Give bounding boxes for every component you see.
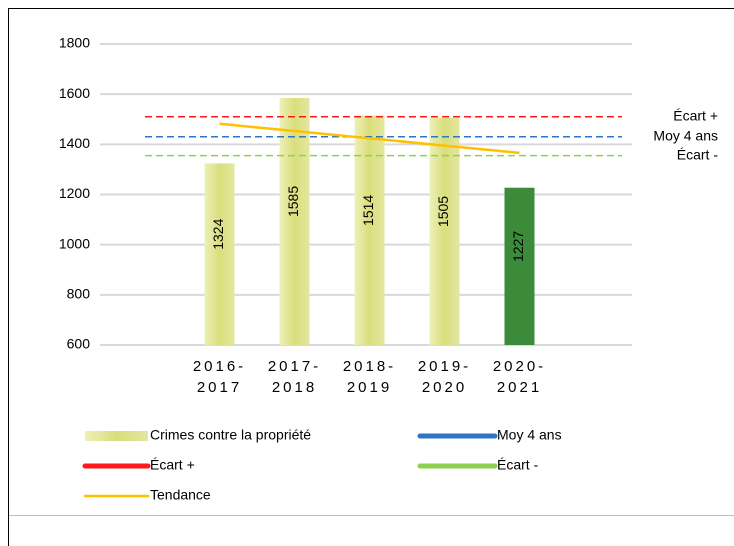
reference-label: Écart +	[673, 107, 718, 123]
bar	[429, 117, 460, 345]
x-tick-label: 2018-2019	[342, 358, 397, 396]
x-tick-label: 2017-2018	[267, 358, 322, 396]
x-tick-label: 2020-2021	[492, 358, 547, 396]
data-label: 1585	[285, 186, 301, 217]
bar	[279, 97, 310, 345]
trend-line	[219, 122, 520, 155]
legend-label: Moy 4 ans	[497, 427, 562, 443]
y-tick-label: 1800	[59, 35, 90, 51]
x-tick-label: 2019-2020	[417, 358, 472, 396]
y-tick-label: 1600	[59, 85, 90, 101]
data-label: 1514	[360, 195, 376, 226]
bar	[354, 115, 385, 345]
y-tick-label: 600	[67, 336, 91, 352]
y-tick-label: 1400	[59, 135, 90, 151]
bar	[504, 187, 535, 345]
legend-label: Écart +	[150, 457, 195, 473]
x-tick-label: 2016-2017	[192, 358, 247, 396]
y-tick-label: 1200	[59, 185, 90, 201]
reference-label: Moy 4 ans	[653, 128, 718, 144]
data-label: 1505	[435, 196, 451, 227]
data-label: 1227	[510, 231, 526, 262]
legend-label: Écart -	[497, 457, 539, 473]
reference-label: Écart -	[677, 146, 719, 162]
data-label: 1324	[210, 218, 226, 249]
y-tick-label: 800	[67, 286, 91, 302]
y-tick-label: 1000	[59, 235, 90, 251]
legend-swatch	[85, 431, 148, 441]
legend-label: Tendance	[150, 487, 211, 503]
bar	[204, 163, 235, 345]
legend-label: Crimes contre la propriété	[150, 427, 311, 443]
